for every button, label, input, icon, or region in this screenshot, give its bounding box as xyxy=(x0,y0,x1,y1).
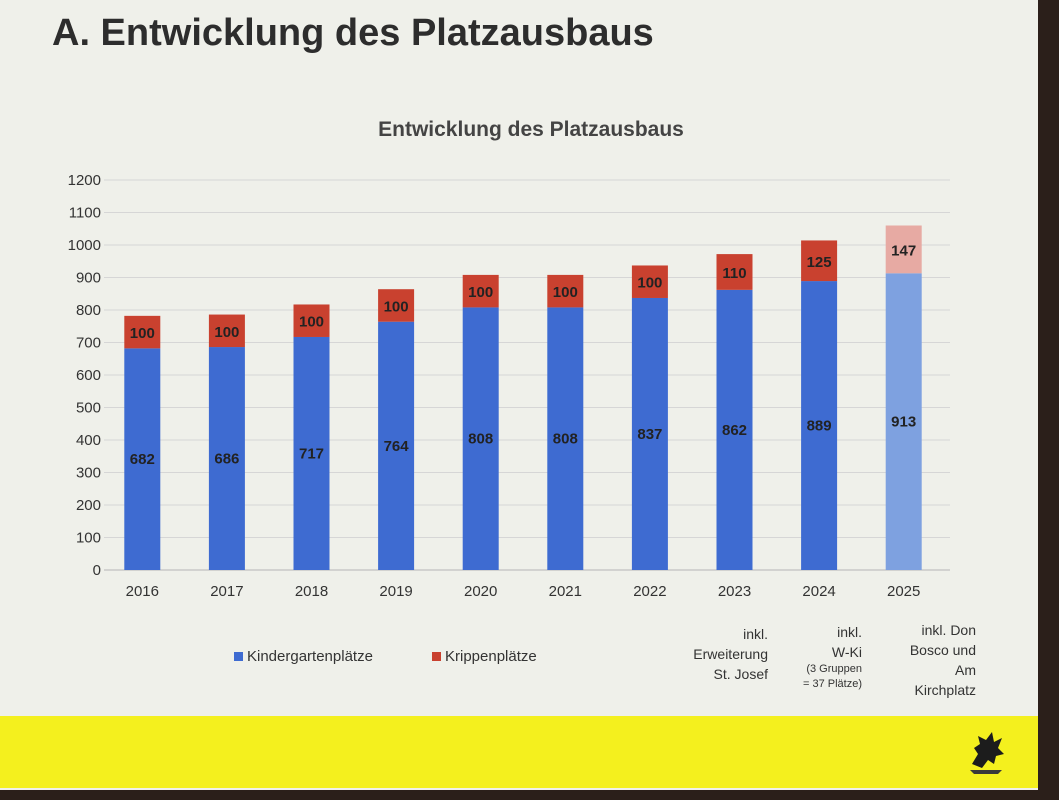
bar-segment-kindergarten-2024 xyxy=(801,281,838,570)
data-label-2023: 862 xyxy=(722,422,747,439)
bar-segment-kindergarten-2016 xyxy=(124,348,161,570)
data-label-2016: 100 xyxy=(130,325,155,342)
annotation-2023: inkl. Erweiterung St. Josef xyxy=(672,624,768,684)
x-tick-label: 2021 xyxy=(549,583,582,600)
data-label-2021: 100 xyxy=(553,284,578,301)
data-label-2017: 686 xyxy=(214,451,239,468)
annotation-2025: inkl. Don Bosco und Am Kirchplatz xyxy=(880,620,976,700)
y-tick-label: 400 xyxy=(76,432,101,449)
annotation-2024-line: W-Ki xyxy=(831,644,862,660)
annotation-2025-line: inkl. Don xyxy=(921,622,976,638)
bar-segment-krippe-2025 xyxy=(885,225,922,274)
data-label-2020: 808 xyxy=(468,431,493,448)
x-tick-label: 2022 xyxy=(633,583,666,600)
annotation-2023-line: St. Josef xyxy=(713,666,768,682)
x-tick-label: 2017 xyxy=(210,583,243,600)
y-tick-label: 700 xyxy=(76,335,101,352)
annotation-2024-subline: = 37 Plätze) xyxy=(802,678,862,690)
y-tick-label: 100 xyxy=(76,530,101,547)
data-label-2023: 110 xyxy=(722,265,746,282)
legend-swatch-krippe xyxy=(432,651,441,661)
x-tick-label: 2025 xyxy=(887,583,920,600)
y-tick-label: 1100 xyxy=(69,205,101,222)
bar-segment-kindergarten-2017 xyxy=(208,347,245,570)
annotation-2023-line: inkl. xyxy=(743,626,768,642)
y-tick-label: 500 xyxy=(76,400,101,417)
x-tick-label: 2019 xyxy=(379,583,412,600)
y-tick-label: 1200 xyxy=(68,172,101,189)
data-label-2017: 100 xyxy=(214,324,239,341)
x-tick-label: 2016 xyxy=(126,583,159,600)
x-tick-label: 2020 xyxy=(464,583,497,600)
bar-segment-krippe-2021 xyxy=(547,274,584,308)
y-tick-label: 800 xyxy=(76,302,101,319)
data-label-2021: 808 xyxy=(553,431,578,448)
data-label-2018: 100 xyxy=(299,314,324,331)
bar-segment-krippe-2023 xyxy=(716,254,753,290)
legend-label-kindergarten: Kindergartenplätze xyxy=(247,648,373,665)
bar-segment-kindergarten-2025 xyxy=(885,273,922,570)
data-label-2022: 837 xyxy=(637,426,662,443)
y-tick-label: 300 xyxy=(76,465,101,482)
data-label-2018: 717 xyxy=(299,445,324,462)
y-tick-label: 900 xyxy=(76,270,101,287)
y-tick-label: 0 xyxy=(93,562,101,579)
legend-label-krippe: Krippenplätze xyxy=(445,648,537,665)
annotation-2025-line: Am xyxy=(955,662,976,678)
data-label-2020: 100 xyxy=(468,284,493,301)
bar-segment-kindergarten-2023 xyxy=(716,289,753,570)
bar-segment-kindergarten-2021 xyxy=(547,307,584,570)
y-tick-label: 600 xyxy=(76,367,101,384)
slide-title: A. Entwicklung des Platzausbaus xyxy=(52,12,654,54)
bar-segment-kindergarten-2020 xyxy=(462,307,499,570)
stacked-bar-chart: Entwicklung des Platzausbaus 0 100 200 300 40… xyxy=(68,118,950,600)
annotation-2025-line: Bosco und xyxy=(909,642,976,658)
data-label-2025: 913 xyxy=(891,414,916,431)
legend-item-krippe: Krippenplätze xyxy=(432,648,537,665)
bar-segment-krippe-2020 xyxy=(462,274,499,308)
griffin-coat-of-arms-icon xyxy=(970,732,1004,774)
annotation-2024-line: inkl. xyxy=(837,624,862,640)
bar-segment-krippe-2018 xyxy=(293,304,330,337)
x-tick-label: 2023 xyxy=(718,583,751,600)
data-label-2022: 100 xyxy=(637,275,662,292)
y-tick-label: 1000 xyxy=(68,237,101,254)
data-label-2016: 682 xyxy=(130,451,155,468)
bar-segment-krippe-2024 xyxy=(801,240,838,282)
data-label-2019: 764 xyxy=(384,438,410,455)
bar-segment-krippe-2022 xyxy=(631,265,668,298)
bar-segment-krippe-2019 xyxy=(378,289,415,322)
annotation-2025-line: Kirchplatz xyxy=(914,682,976,698)
slide: A. Entwicklung des Platzausbaus Entwickl… xyxy=(0,0,1038,790)
bar-segment-krippe-2016 xyxy=(124,315,161,349)
legend-swatch-kindergarten xyxy=(234,651,243,661)
y-tick-label: 200 xyxy=(76,497,101,514)
legend-item-kindergarten: Kindergartenplätze xyxy=(234,648,373,665)
data-label-2024: 125 xyxy=(807,254,832,271)
annotation-2023-line: Erweiterung xyxy=(693,646,768,662)
x-tick-label: 2024 xyxy=(802,583,835,600)
bar-segment-kindergarten-2022 xyxy=(631,297,668,570)
bar-segment-kindergarten-2019 xyxy=(378,321,415,570)
bar-segment-kindergarten-2018 xyxy=(293,336,330,570)
data-label-2025: 147 xyxy=(891,242,916,259)
data-label-2019: 100 xyxy=(384,298,409,315)
x-tick-label: 2018 xyxy=(295,583,328,600)
data-label-2024: 889 xyxy=(807,418,832,435)
annotation-2024-subline: (3 Gruppen xyxy=(806,663,862,675)
annotation-2024: inkl. W-Ki (3 Gruppen = 37 Plätze) xyxy=(770,622,862,692)
footer-band xyxy=(0,716,1038,788)
chart-title: Entwicklung des Platzausbaus xyxy=(378,118,684,141)
bar-segment-krippe-2017 xyxy=(208,314,245,348)
